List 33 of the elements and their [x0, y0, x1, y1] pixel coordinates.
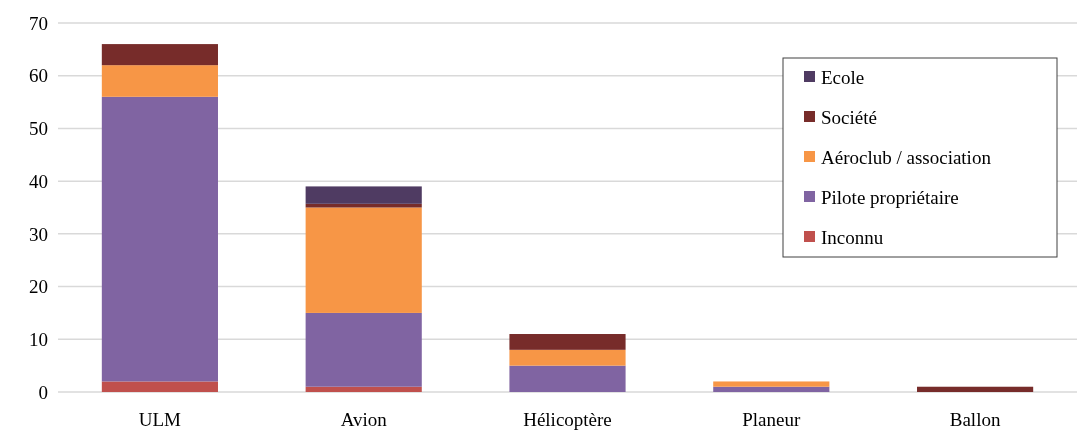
bar	[101, 44, 218, 66]
y-tick-label: 70	[29, 12, 48, 34]
bar	[917, 386, 1034, 392]
y-tick-label: 0	[38, 381, 48, 403]
legend-label: Aéroclub / association	[821, 146, 992, 168]
bar	[101, 381, 218, 392]
legend-label: Ecole	[821, 66, 865, 88]
legend-label: Pilote propriétaire	[821, 186, 959, 208]
bar	[509, 349, 626, 366]
y-tick-label: 40	[29, 170, 48, 192]
bar	[509, 334, 626, 350]
x-tick-label: ULM	[138, 409, 182, 430]
bar	[713, 381, 830, 387]
bar	[509, 365, 626, 392]
bar	[305, 203, 422, 208]
bar	[305, 186, 422, 204]
x-tick-label: Avion	[340, 409, 388, 430]
y-tick-label: 50	[29, 118, 48, 140]
legend-label: Société	[821, 106, 877, 128]
bar	[305, 386, 422, 392]
y-tick-label: 20	[29, 276, 48, 298]
legend-label: Inconnu	[821, 226, 884, 248]
y-tick-label: 60	[29, 65, 48, 87]
bar	[713, 386, 830, 392]
x-tick-label: Planeur	[742, 409, 801, 430]
bar	[305, 312, 422, 387]
bar	[305, 207, 422, 313]
x-tick-label: Ballon	[949, 409, 1001, 430]
y-tick-label: 30	[29, 223, 48, 245]
x-tick-label: Hélicoptère	[523, 409, 612, 430]
y-tick-label: 10	[29, 328, 48, 350]
bar	[101, 65, 218, 97]
bar	[101, 96, 218, 382]
